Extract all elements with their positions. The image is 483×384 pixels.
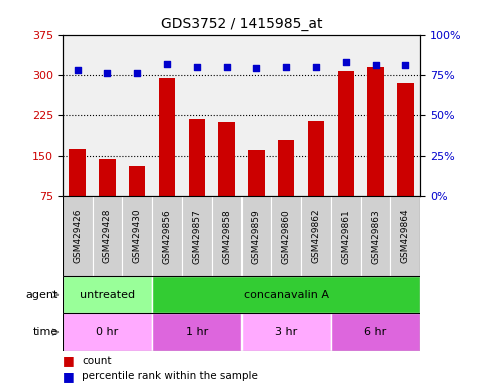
Point bbox=[312, 64, 320, 70]
Text: 1 hr: 1 hr bbox=[185, 327, 208, 337]
Bar bbox=[331, 196, 361, 276]
Text: concanavalin A: concanavalin A bbox=[244, 290, 328, 300]
Point bbox=[104, 70, 112, 76]
Text: GSM429861: GSM429861 bbox=[341, 209, 350, 263]
Bar bbox=[397, 83, 413, 196]
Bar bbox=[278, 141, 294, 196]
Bar bbox=[63, 196, 93, 276]
Text: GSM429863: GSM429863 bbox=[371, 209, 380, 263]
Bar bbox=[390, 196, 420, 276]
Bar bbox=[152, 276, 420, 313]
Bar bbox=[99, 159, 115, 196]
Text: GSM429430: GSM429430 bbox=[133, 209, 142, 263]
Bar bbox=[368, 67, 384, 196]
Bar bbox=[152, 196, 182, 276]
Bar bbox=[70, 149, 86, 196]
Text: ■: ■ bbox=[63, 354, 74, 367]
Point bbox=[223, 64, 230, 70]
Bar bbox=[338, 71, 354, 196]
Text: GSM429862: GSM429862 bbox=[312, 209, 320, 263]
Bar bbox=[129, 166, 145, 196]
Bar bbox=[308, 121, 324, 196]
Text: GSM429864: GSM429864 bbox=[401, 209, 410, 263]
Bar bbox=[248, 150, 265, 196]
Point bbox=[193, 64, 201, 70]
Text: GSM429856: GSM429856 bbox=[163, 209, 171, 263]
Text: count: count bbox=[82, 356, 112, 366]
Point bbox=[74, 67, 82, 73]
Text: percentile rank within the sample: percentile rank within the sample bbox=[82, 371, 258, 381]
Bar bbox=[152, 313, 242, 351]
Point bbox=[372, 62, 380, 68]
Point bbox=[163, 61, 171, 67]
Point bbox=[401, 62, 409, 68]
Text: GSM429426: GSM429426 bbox=[73, 209, 82, 263]
Bar bbox=[159, 78, 175, 196]
Text: GSM429428: GSM429428 bbox=[103, 209, 112, 263]
Text: time: time bbox=[33, 327, 58, 337]
Bar bbox=[218, 122, 235, 196]
Text: 0 hr: 0 hr bbox=[96, 327, 119, 337]
Text: GSM429857: GSM429857 bbox=[192, 209, 201, 263]
Text: agent: agent bbox=[26, 290, 58, 300]
Text: GSM429859: GSM429859 bbox=[252, 209, 261, 263]
Text: GSM429860: GSM429860 bbox=[282, 209, 291, 263]
Bar bbox=[331, 313, 420, 351]
Bar bbox=[189, 119, 205, 196]
Point bbox=[342, 59, 350, 65]
Text: 6 hr: 6 hr bbox=[364, 327, 387, 337]
Bar bbox=[361, 196, 390, 276]
Point bbox=[253, 65, 260, 71]
Bar bbox=[63, 313, 152, 351]
Point bbox=[282, 64, 290, 70]
Text: GDS3752 / 1415985_at: GDS3752 / 1415985_at bbox=[161, 17, 322, 31]
Bar bbox=[122, 196, 152, 276]
Bar bbox=[212, 196, 242, 276]
Bar bbox=[93, 196, 122, 276]
Bar bbox=[182, 196, 212, 276]
Text: GSM429858: GSM429858 bbox=[222, 209, 231, 263]
Bar bbox=[271, 196, 301, 276]
Bar bbox=[242, 313, 331, 351]
Text: untreated: untreated bbox=[80, 290, 135, 300]
Bar bbox=[301, 196, 331, 276]
Text: 3 hr: 3 hr bbox=[275, 327, 298, 337]
Text: ■: ■ bbox=[63, 370, 74, 383]
Bar bbox=[63, 276, 152, 313]
Point bbox=[133, 70, 141, 76]
Bar bbox=[242, 196, 271, 276]
